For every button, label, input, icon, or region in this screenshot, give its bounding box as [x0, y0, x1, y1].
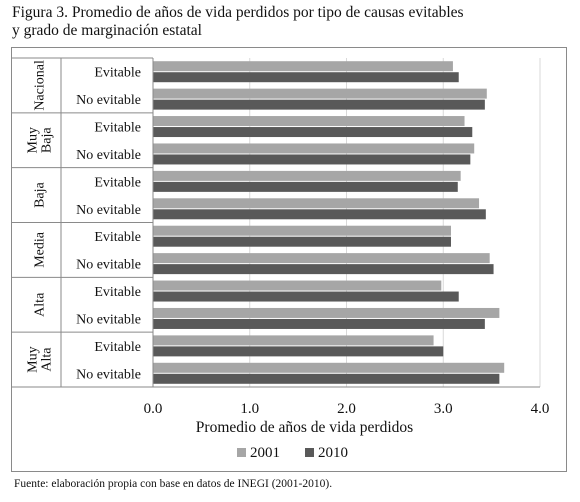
bar-2010-media-evitable [153, 236, 451, 247]
figure-title: Figura 3. Promedio de años de vida perdi… [12, 4, 572, 40]
x-tick-label: 2.0 [337, 401, 356, 417]
figure-title-line-2: y grado de marginación estatal [12, 22, 202, 39]
legend-label-2001: 2001 [250, 445, 280, 461]
bar-2001-muy-baja-evitable [153, 116, 465, 127]
group-label: Baja [40, 127, 55, 153]
category-label: No evitable [76, 203, 141, 218]
bar-2001-nacional-no-evitable [153, 88, 487, 99]
x-axis-title: Promedio de años de vida perdidos [196, 419, 413, 436]
category-label: Evitable [94, 340, 141, 355]
x-tick-label: 3.0 [434, 401, 453, 417]
bar-2001-baja-evitable [153, 170, 461, 181]
bar-2001-muy-alta-evitable [153, 335, 434, 346]
category-label: No evitable [76, 258, 141, 273]
group-label: Baja [33, 181, 48, 207]
category-label: Evitable [94, 66, 141, 81]
bar-2010-baja-evitable [153, 181, 458, 192]
group-label: Muy [26, 346, 41, 372]
bar-2010-muy-baja-evitable [153, 127, 473, 138]
bar-2010-media-no-evitable [153, 264, 494, 275]
group-label: Alta [40, 347, 55, 372]
category-label: Evitable [94, 121, 141, 136]
category-label: Evitable [94, 285, 141, 300]
bar-2001-alta-no-evitable [153, 307, 500, 318]
group-label: Media [33, 231, 48, 268]
bar-2010-alta-evitable [153, 291, 459, 302]
category-label: No evitable [76, 93, 141, 108]
legend-swatch-2001 [237, 448, 246, 457]
figure-title-line-1: Figura 3. Promedio de años de vida perdi… [12, 4, 464, 21]
category-label: Evitable [94, 175, 141, 190]
bar-2010-alta-no-evitable [153, 318, 485, 329]
legend-swatch-2010 [305, 448, 314, 457]
category-label: No evitable [76, 367, 141, 382]
category-label: Evitable [94, 230, 141, 245]
bar-2001-media-evitable [153, 225, 451, 236]
category-label: No evitable [76, 312, 141, 327]
bar-2010-muy-alta-evitable [153, 346, 444, 357]
bar-2001-media-no-evitable [153, 253, 490, 264]
bar-2010-baja-no-evitable [153, 209, 486, 220]
legend-label-2010: 2010 [318, 445, 348, 461]
bar-2010-muy-baja-no-evitable [153, 154, 471, 165]
x-tick-label: 4.0 [531, 401, 550, 417]
bar-2001-baja-no-evitable [153, 198, 480, 209]
bar-2001-nacional-evitable [153, 61, 453, 72]
bar-2001-muy-baja-no-evitable [153, 143, 475, 154]
bar-2010-nacional-no-evitable [153, 99, 485, 110]
source-note: Fuente: elaboración propia con base en d… [14, 478, 333, 490]
group-label: Alta [33, 292, 48, 317]
x-tick-label: 1.0 [240, 401, 259, 417]
group-label: Nacional [33, 60, 48, 111]
bar-2001-alta-evitable [153, 280, 442, 291]
chart-frame [11, 47, 567, 472]
category-label: No evitable [76, 148, 141, 163]
bar-2001-muy-alta-no-evitable [153, 362, 505, 373]
bar-2010-nacional-evitable [153, 72, 459, 83]
group-label: Muy [26, 127, 41, 153]
bar-2010-muy-alta-no-evitable [153, 373, 500, 384]
x-tick-label: 0.0 [144, 401, 163, 417]
